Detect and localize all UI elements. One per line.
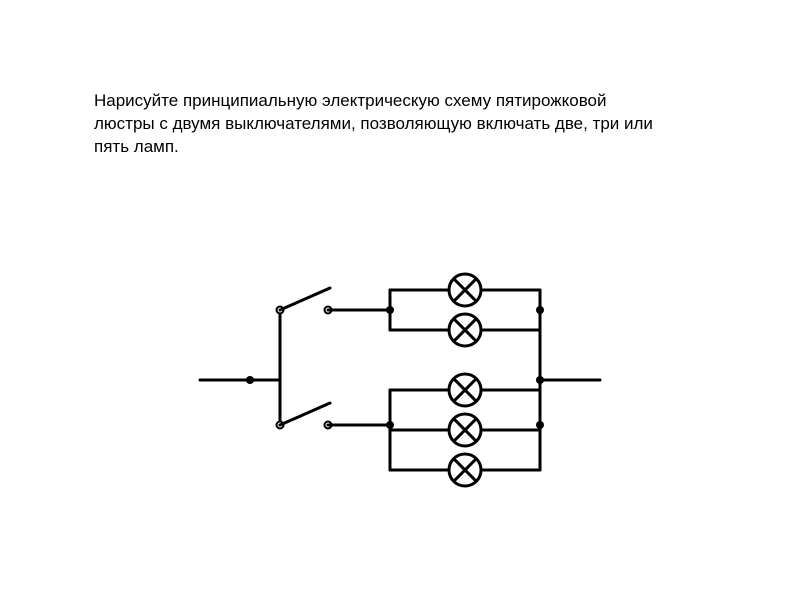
- lamp-L4: [449, 414, 481, 446]
- circuit-diagram: [190, 240, 610, 525]
- lamp-L2: [449, 314, 481, 346]
- switch-blade-icon: [280, 288, 330, 310]
- switch-2: [277, 403, 332, 429]
- lamp-L3: [449, 374, 481, 406]
- switch-blade-icon: [280, 403, 330, 425]
- node-input: [246, 376, 254, 384]
- node-bot-left: [386, 421, 394, 429]
- task-description: Нарисуйте принципиальную электрическую с…: [94, 90, 654, 159]
- switch-1: [277, 288, 332, 314]
- lamp-L1: [449, 274, 481, 306]
- node-top-left: [386, 306, 394, 314]
- circuit-svg: [190, 240, 610, 520]
- lamp-L5: [449, 454, 481, 486]
- page-root: Нарисуйте принципиальную электрическую с…: [0, 0, 800, 600]
